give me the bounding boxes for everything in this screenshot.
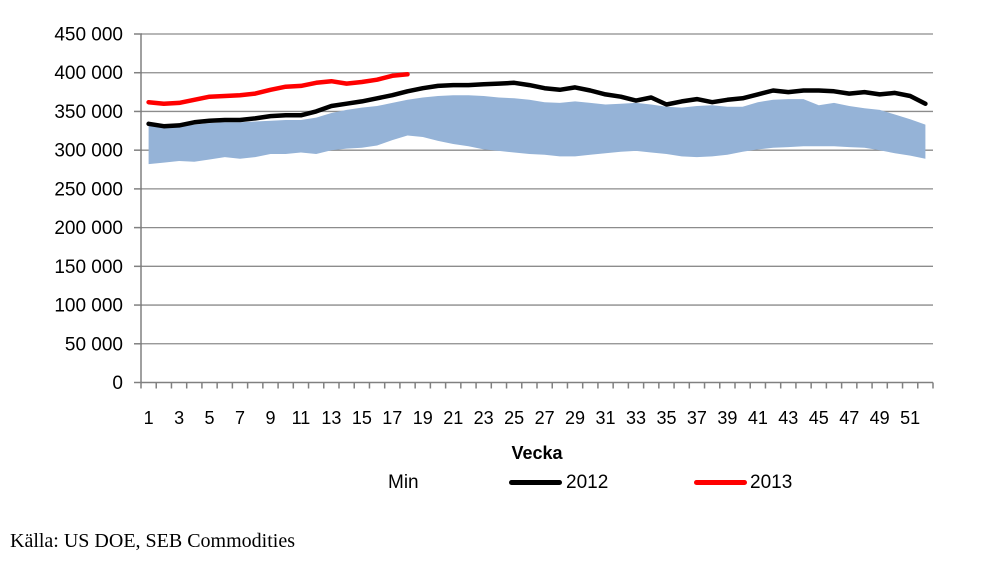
x-tick-label: 23 bbox=[474, 408, 494, 428]
y-axis-labels: 0 50 000 100 000 150 000 200 000 250 000 300 0… bbox=[54, 25, 123, 395]
source-caption: Källa: US DOE, SEB Commodities bbox=[10, 530, 295, 552]
x-axis-title: Vecka bbox=[511, 443, 563, 463]
y-tick-label: 350 000 bbox=[54, 102, 123, 123]
x-tick-label: 39 bbox=[717, 408, 737, 428]
x-tick-label: 13 bbox=[321, 408, 341, 428]
x-axis-labels: 1 3 5 7 9 11 13 15 17 19 21 23 25 27 29 31 33 35 37 39 41 43 4… bbox=[144, 408, 921, 428]
y-tick-label: 400 000 bbox=[54, 63, 123, 84]
x-tick-label: 21 bbox=[443, 408, 463, 428]
x-tick-label: 35 bbox=[656, 408, 676, 428]
y-axis-ticks bbox=[134, 33, 142, 384]
y-tick-label: 250 000 bbox=[54, 179, 123, 200]
x-tick-label: 15 bbox=[352, 408, 372, 428]
series-2012-line bbox=[146, 80, 928, 129]
x-tick-label: 11 bbox=[292, 408, 311, 428]
chart-canvas: 0 50 000 100 000 150 000 200 000 250 000 300 0… bbox=[54, 25, 934, 428]
x-tick-label: 5 bbox=[205, 408, 215, 428]
legend-swatch-2013 bbox=[694, 480, 747, 485]
min-max-band bbox=[148, 95, 926, 165]
x-tick-label: 31 bbox=[596, 408, 616, 428]
y-tick-label: 150 000 bbox=[54, 257, 123, 278]
legend-swatch-2012 bbox=[509, 480, 562, 485]
gridlines bbox=[141, 33, 933, 345]
x-tick-label: 49 bbox=[870, 408, 890, 428]
x-tick-label: 17 bbox=[382, 408, 402, 428]
x-tick-label: 37 bbox=[687, 408, 707, 428]
y-tick-label: 300 000 bbox=[54, 141, 123, 162]
x-tick-label: 41 bbox=[748, 408, 768, 428]
x-tick-label: 51 bbox=[900, 408, 920, 428]
x-tick-label: 3 bbox=[174, 408, 184, 428]
x-tick-label: 29 bbox=[565, 408, 585, 428]
x-tick-label: 25 bbox=[504, 408, 524, 428]
x-tick-label: 19 bbox=[413, 408, 433, 428]
x-tick-label: 9 bbox=[265, 408, 275, 428]
series-2013-line bbox=[146, 72, 410, 106]
x-tick-label: 27 bbox=[535, 408, 555, 428]
x-tick-label: 43 bbox=[778, 408, 798, 428]
x-tick-label: 45 bbox=[809, 408, 829, 428]
y-tick-label: 50 000 bbox=[65, 334, 123, 355]
y-tick-label: 450 000 bbox=[54, 25, 123, 46]
legend-item-2013: 2013 bbox=[750, 472, 793, 493]
x-tick-label: 33 bbox=[626, 408, 646, 428]
y-tick-label: 100 000 bbox=[54, 296, 123, 317]
x-tick-label: 47 bbox=[839, 408, 859, 428]
x-axis-ticks bbox=[140, 382, 934, 389]
y-tick-label: 0 bbox=[112, 373, 123, 394]
legend-item-min: Min bbox=[388, 472, 419, 493]
x-tick-label: 7 bbox=[235, 408, 245, 428]
x-tick-label: 1 bbox=[144, 408, 154, 428]
y-tick-label: 200 000 bbox=[54, 218, 123, 239]
legend-item-2012: 2012 bbox=[566, 472, 609, 493]
